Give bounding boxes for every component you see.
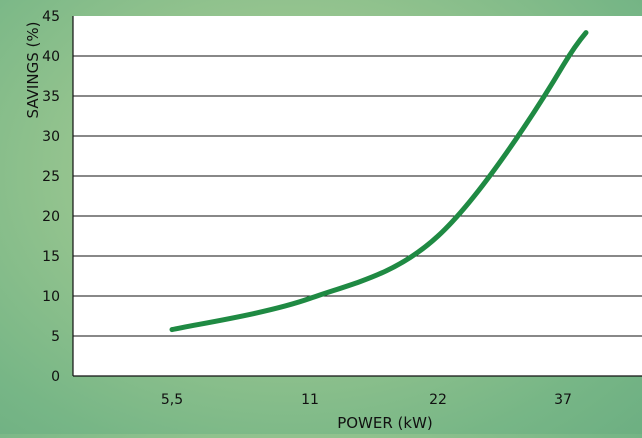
- data-point-0-3: [561, 63, 566, 68]
- x-tick-label-3: 37: [554, 392, 572, 408]
- y-tick-label-30: 30: [42, 129, 60, 145]
- y-tick-label-10: 10: [42, 289, 60, 305]
- y-tick-label-45: 45: [42, 9, 60, 25]
- y-tick-label-15: 15: [42, 249, 60, 265]
- y-tick-label-20: 20: [42, 209, 60, 225]
- plot-area: [73, 16, 642, 376]
- x-tick-label-1: 11: [301, 392, 319, 408]
- x-tick-label-0: 5,5: [161, 392, 183, 408]
- data-point-0-0: [170, 327, 175, 332]
- y-tick-label-25: 25: [42, 169, 60, 185]
- y-tick-labels: 0 5 10 15 20 25 30 35 40 45: [42, 9, 60, 385]
- axis-layer: [72, 16, 642, 377]
- x-axis-label: POWER (kW): [337, 414, 433, 432]
- y-tick-label-40: 40: [42, 49, 60, 65]
- y-tick-label-5: 5: [51, 329, 60, 345]
- y-axis-label: SAVINGS (%): [24, 22, 42, 119]
- y-tick-label-35: 35: [42, 89, 60, 105]
- series-layer: [169, 30, 589, 333]
- series-line-0: [169, 30, 589, 333]
- x-tick-label-2: 22: [429, 392, 447, 408]
- data-point-0-2: [436, 234, 441, 239]
- grid-layer: [73, 55, 642, 337]
- data-point-0-1: [308, 296, 313, 301]
- x-tick-labels: 5,5 11 22 37: [161, 392, 572, 408]
- y-tick-label-0: 0: [51, 369, 60, 385]
